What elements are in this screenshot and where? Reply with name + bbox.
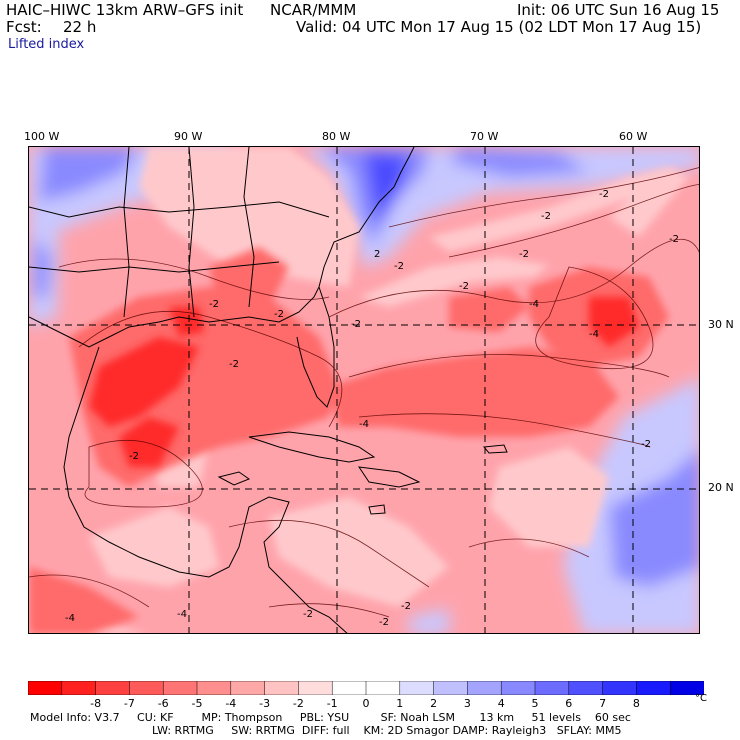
colorbar-bin: [331, 681, 367, 695]
colorbar-bin: [365, 681, 401, 695]
colorbar-tick: 4: [497, 697, 505, 710]
colorbar-bin: [162, 681, 198, 695]
colorbar-tick: -8: [90, 697, 102, 710]
contour-label: -4: [177, 609, 187, 620]
colorbar-tick: 0: [362, 697, 370, 710]
colorbar-bin: [467, 681, 502, 695]
colorbar-tick: -5: [191, 697, 203, 710]
colorbar-bin: [669, 681, 704, 695]
colorbar-bin: [129, 681, 164, 695]
colorbar-bin: [500, 681, 536, 695]
contour-label: -2: [641, 439, 651, 450]
contour-labels: -2 -2 -2 -2 -2 -2 -2 -2 -2 -2 -2 -2 -4 -…: [65, 189, 679, 628]
forecast-hour: 22 h: [63, 18, 97, 36]
contour-label: -4: [65, 613, 75, 624]
colorbar-bin: [433, 681, 469, 695]
forecast-label: Fcst:: [6, 18, 42, 36]
colorbar-bin: [28, 681, 63, 695]
colorbar-tick: -2: [292, 697, 304, 710]
lat-label-20n: 20 N: [708, 481, 734, 494]
colorbar-bin: [602, 681, 638, 695]
contour-label: -4: [529, 299, 539, 310]
colorbar-tick: 7: [599, 697, 607, 710]
valid-time: Valid: 04 UTC Mon 17 Aug 15 (02 LDT Mon …: [296, 18, 702, 36]
colorbar-tick: 3: [463, 697, 471, 710]
colorbar-tick: -1: [326, 697, 338, 710]
lon-label-90w: 90 W: [174, 130, 203, 143]
colorbar-tick: 2: [430, 697, 438, 710]
lifted-index-map: -2 -2 -2 -2 -2 -2 -2 -2 -2 -2 -2 -2 -4 -…: [28, 146, 700, 634]
contour-label: -2: [401, 601, 411, 612]
contour-label: -2: [351, 319, 361, 330]
lon-label-100w: 100 W: [24, 130, 60, 143]
colorbar-tick: 6: [565, 697, 573, 710]
init-time: Init: 06 UTC Sun 16 Aug 15: [517, 1, 720, 19]
contour-label: -2: [459, 281, 469, 292]
contour-lines: [29, 167, 699, 618]
latlon-grid: [29, 147, 699, 633]
colorbar-bin: [636, 681, 671, 695]
colorbar-tick: 1: [396, 697, 404, 710]
lon-label-70w: 70 W: [470, 130, 499, 143]
model-info-line1: Model Info: V3.7 CU: KF MP: Thompson PBL…: [30, 711, 631, 724]
contour-label: -2: [599, 189, 609, 200]
contour-label: -2: [303, 609, 313, 620]
colorbar-bin: [298, 681, 333, 695]
colorbar-tick: -3: [259, 697, 271, 710]
colorbar-tick: 5: [531, 697, 539, 710]
colorbar-bin: [264, 681, 300, 695]
contour-label: -2: [541, 211, 551, 222]
colorbar-bin: [399, 681, 435, 695]
contour-label: -2: [229, 359, 239, 370]
lon-label-60w: 60 W: [619, 130, 648, 143]
model-title: HAIC–HIWC 13km ARW–GFS init: [6, 1, 244, 19]
organization: NCAR/MMM: [270, 1, 357, 19]
colorbar: [28, 681, 704, 695]
model-info-line2: LW: RRTMG SW: RRTMG DIFF: full KM: 2D Sm…: [152, 724, 622, 737]
contour-label: -2: [519, 249, 529, 260]
strong-instability: [89, 297, 639, 467]
colorbar-bin: [534, 681, 570, 695]
colorbar-tick: -4: [225, 697, 237, 710]
contour-label: -4: [589, 329, 599, 340]
contour-label: -2: [274, 309, 284, 320]
colorbar-tick: -7: [123, 697, 135, 710]
colorbar-bin: [61, 681, 97, 695]
contour-label: -2: [209, 299, 219, 310]
colorbar-bin: [95, 681, 131, 695]
contour-label: -4: [359, 419, 369, 430]
colorbar-tick: -6: [157, 697, 169, 710]
contour-label: 2: [374, 249, 380, 260]
contour-label: -2: [394, 261, 404, 272]
field-name: Lifted index: [8, 37, 85, 52]
colorbar-unit: °C: [695, 693, 707, 704]
lat-label-30n: 30 N: [708, 318, 734, 331]
colorbar-tick: 8: [632, 697, 640, 710]
contour-label: -2: [379, 617, 389, 628]
contour-label: -2: [129, 451, 139, 462]
colorbar-bin: [196, 681, 232, 695]
colorbar-bin: [230, 681, 266, 695]
coastlines: [29, 147, 508, 633]
lon-label-80w: 80 W: [322, 130, 351, 143]
map-canvas: -2 -2 -2 -2 -2 -2 -2 -2 -2 -2 -2 -2 -4 -…: [29, 147, 699, 633]
contour-label: -2: [669, 234, 679, 245]
colorbar-bin: [568, 681, 604, 695]
